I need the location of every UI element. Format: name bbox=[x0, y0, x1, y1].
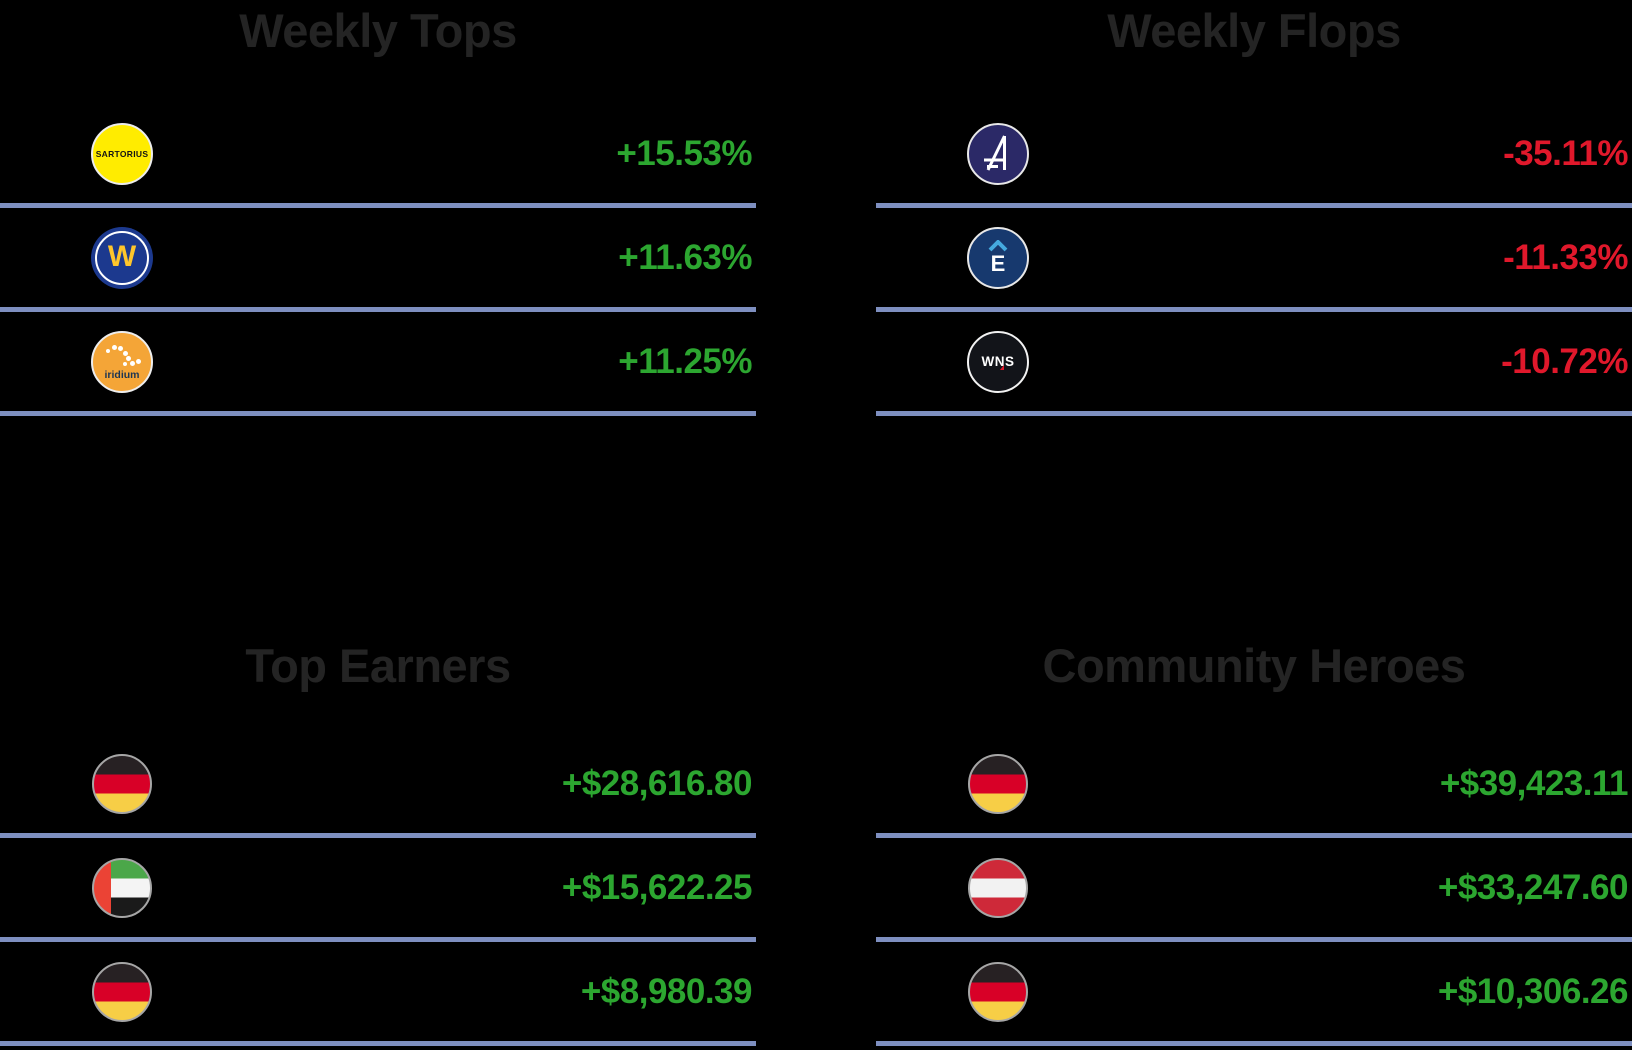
community-heroes-title: Community Heroes bbox=[1042, 639, 1466, 692]
e-caret-logo-letter: E bbox=[990, 251, 1006, 276]
change-percent: +15.53% bbox=[616, 133, 752, 173]
weekly-tops-title: Weekly Tops bbox=[239, 4, 517, 57]
list-item[interactable]: +$15,622.25 bbox=[0, 838, 756, 942]
wns-logo-icon: WNS bbox=[967, 330, 1029, 393]
sartorius-logo-text: SARTORIUS bbox=[95, 148, 149, 159]
change-percent: +11.63% bbox=[618, 237, 752, 277]
webster-ring bbox=[95, 230, 149, 285]
earnings-amount: +$33,247.60 bbox=[1437, 867, 1629, 907]
earnings-amount: +$10,306.26 bbox=[1437, 971, 1629, 1011]
list-item[interactable]: +$8,980.39 bbox=[0, 942, 756, 1046]
list-item[interactable]: +$28,616.80 bbox=[0, 734, 756, 838]
community-heroes-section: Community Heroes +$39,423.11 +$33,247.60… bbox=[876, 635, 1632, 1046]
germany-flag-icon bbox=[968, 753, 1028, 814]
list-item[interactable]: SARTORIUS +15.53% bbox=[0, 104, 756, 208]
germany-flag-icon bbox=[968, 961, 1028, 1022]
community-heroes-list: +$39,423.11 +$33,247.60 +$10,306.26 bbox=[876, 734, 1632, 1046]
weekly-flops-section: Weekly Flops -35.11% bbox=[876, 0, 1632, 416]
wns-logo-text: WNS bbox=[981, 354, 1015, 369]
top-earners-list: +$28,616.80 +$15,622.25 +$8,980.39 bbox=[0, 734, 756, 1046]
weekly-tops-list: SARTORIUS +15.53% W +11.63% iridium bbox=[0, 104, 756, 416]
iridium-logo-text: iridium bbox=[104, 368, 140, 381]
uae-flag-icon bbox=[92, 857, 152, 918]
germany-flag-icon bbox=[92, 961, 152, 1022]
weekly-flops-list: -35.11% E -11.33% WNS -10.72% bbox=[876, 104, 1632, 416]
list-item[interactable]: E -11.33% bbox=[876, 208, 1632, 312]
list-item[interactable]: W +11.63% bbox=[0, 208, 756, 312]
earnings-amount: +$28,616.80 bbox=[561, 763, 753, 803]
list-item[interactable]: +$10,306.26 bbox=[876, 942, 1632, 1046]
a-mark-logo-icon bbox=[967, 122, 1029, 185]
weekly-tops-section: Weekly Tops SARTORIUS +15.53% W +11.63% bbox=[0, 0, 756, 416]
list-item[interactable]: -35.11% bbox=[876, 104, 1632, 208]
webster-logo-icon: W bbox=[91, 226, 153, 289]
e-caret-logo-icon: E bbox=[967, 226, 1029, 289]
list-item[interactable]: +$33,247.60 bbox=[876, 838, 1632, 942]
caret-up-icon bbox=[988, 240, 1008, 252]
list-item[interactable]: +$39,423.11 bbox=[876, 734, 1632, 838]
change-percent: -11.33% bbox=[1503, 237, 1628, 277]
a-mark-glyph bbox=[984, 134, 1006, 171]
austria-flag-icon bbox=[968, 857, 1028, 918]
weekly-flops-title: Weekly Flops bbox=[1107, 4, 1401, 57]
change-percent: -35.11% bbox=[1503, 133, 1628, 173]
change-percent: -10.72% bbox=[1501, 341, 1628, 381]
germany-flag-icon bbox=[92, 753, 152, 814]
list-item[interactable]: iridium +11.25% bbox=[0, 312, 756, 416]
earnings-amount: +$39,423.11 bbox=[1439, 763, 1629, 803]
earnings-amount: +$8,980.39 bbox=[580, 971, 753, 1011]
change-percent: +11.25% bbox=[618, 341, 752, 381]
earnings-amount: +$15,622.25 bbox=[561, 867, 753, 907]
top-earners-title: Top Earners bbox=[245, 639, 511, 692]
iridium-logo-icon: iridium bbox=[91, 330, 153, 393]
sartorius-logo-icon: SARTORIUS bbox=[91, 122, 153, 185]
top-earners-section: Top Earners +$28,616.80 +$15,622.25 +$8,… bbox=[0, 635, 756, 1046]
list-item[interactable]: WNS -10.72% bbox=[876, 312, 1632, 416]
wns-red-accent bbox=[1000, 364, 1004, 370]
